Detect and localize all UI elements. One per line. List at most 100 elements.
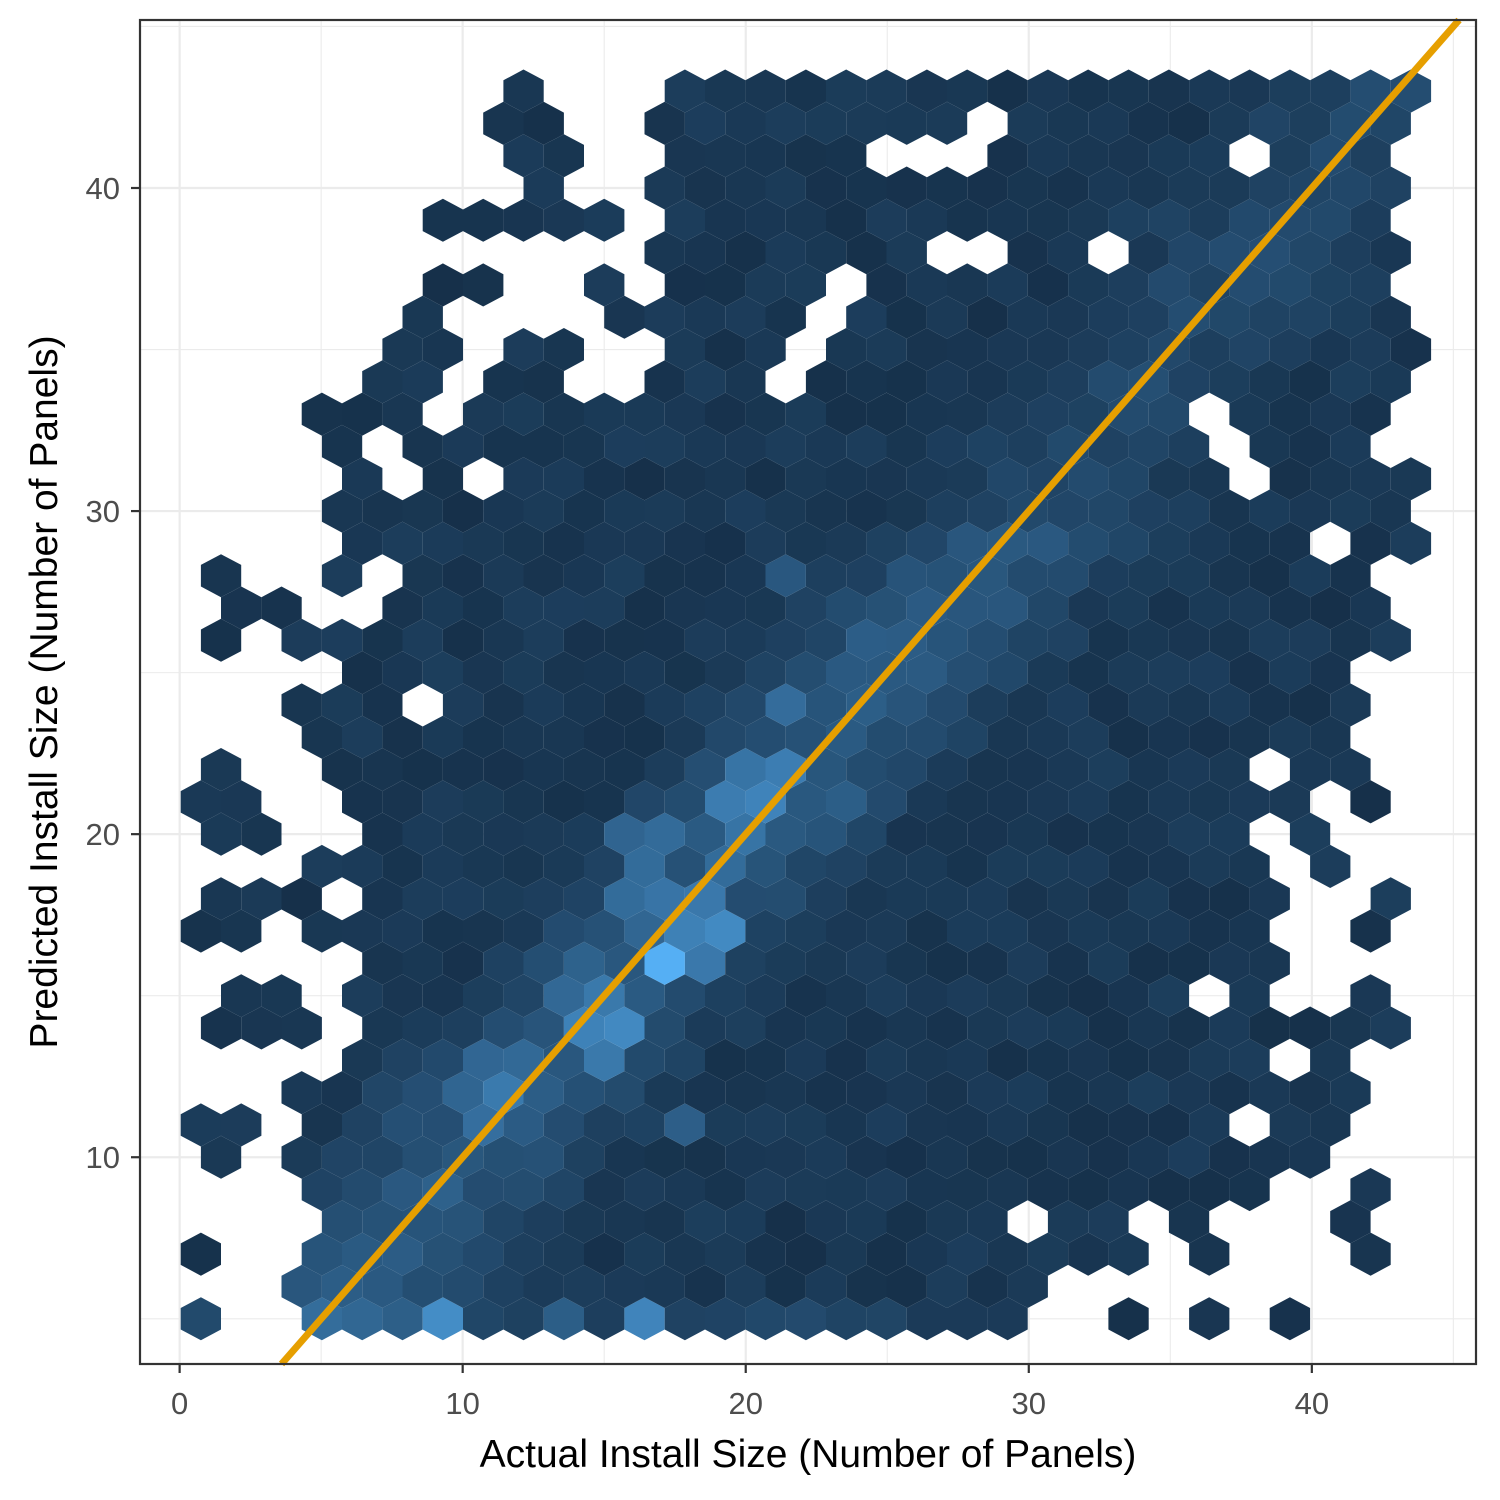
hex-bin	[644, 101, 685, 145]
hex-bin	[1229, 328, 1270, 372]
hex-bin	[926, 877, 968, 921]
hex-bin	[705, 844, 746, 888]
hex-bin	[967, 360, 1008, 404]
hex-bin	[886, 941, 927, 985]
hex-bin	[1148, 198, 1190, 242]
hex-bin	[1047, 554, 1089, 598]
hex-bin	[584, 457, 625, 501]
hex-bin	[805, 618, 847, 662]
hex-bin	[745, 328, 786, 372]
hex-bin	[584, 1297, 625, 1341]
hex-bin	[382, 1168, 423, 1212]
hex-bin	[604, 424, 645, 468]
hex-bin	[1088, 877, 1129, 921]
hex-bin	[1088, 1006, 1129, 1050]
hex-bin	[180, 1232, 221, 1276]
hex-bin	[503, 69, 544, 113]
hex-bin	[684, 941, 726, 985]
hex-bin	[1209, 101, 1250, 145]
hex-bin	[644, 683, 685, 727]
hex-bin	[1007, 877, 1048, 921]
hex-bin	[543, 198, 584, 242]
hex-bin	[624, 715, 665, 759]
hex-bin	[866, 715, 907, 759]
hex-bin	[523, 877, 564, 921]
hex-bin	[906, 1232, 947, 1276]
hex-bin	[1007, 166, 1048, 210]
hex-bin	[725, 1135, 766, 1179]
hex-bin	[684, 748, 726, 792]
hex-bin	[745, 457, 786, 501]
hex-bin	[180, 1297, 221, 1341]
hex-bin	[1168, 489, 1210, 533]
hex-bin	[1007, 554, 1048, 598]
hex-bin	[745, 1297, 786, 1341]
hex-bin	[705, 909, 746, 953]
hex-bin	[1168, 166, 1210, 210]
hex-bin	[866, 328, 907, 372]
hex-bin	[1249, 877, 1290, 921]
hex-bin	[1350, 1168, 1391, 1212]
hex-bin	[1269, 198, 1311, 242]
hex-bin	[725, 166, 766, 210]
hex-bin	[987, 1038, 1028, 1082]
hex-bin	[1128, 554, 1169, 598]
hex-bin	[745, 521, 786, 565]
hex-bin	[1047, 941, 1089, 985]
hex-bin	[725, 295, 766, 339]
hex-bin	[1350, 198, 1391, 242]
hex-bin	[947, 263, 988, 307]
hex-bin	[1229, 974, 1270, 1018]
hex-bin	[1310, 586, 1351, 630]
hex-bin	[886, 554, 927, 598]
hex-bin	[826, 134, 867, 178]
hex-bin	[1289, 618, 1331, 662]
hex-bin	[1330, 618, 1371, 662]
hex-bin	[1108, 586, 1149, 630]
hex-bin	[1350, 69, 1391, 113]
hex-bin	[604, 683, 645, 727]
hex-bin	[785, 392, 826, 436]
hex-bin	[463, 521, 504, 565]
hex-bin	[281, 683, 322, 727]
hex-bin	[906, 521, 947, 565]
hex-bin	[463, 1232, 504, 1276]
hex-bin	[584, 1232, 625, 1276]
hex-bin	[1148, 586, 1190, 630]
hex-bin	[987, 1103, 1028, 1147]
hex-bin	[1269, 263, 1311, 307]
hex-bin	[1068, 586, 1109, 630]
hex-bin	[644, 489, 685, 533]
hex-bin	[483, 877, 524, 921]
hex-bin	[826, 1038, 867, 1082]
hex-bin	[221, 780, 262, 824]
hex-bin	[866, 780, 907, 824]
hex-bin	[967, 166, 1008, 210]
hex-bin	[342, 780, 383, 824]
hex-bin	[382, 1103, 423, 1147]
hex-bin	[503, 134, 544, 178]
hex-bin	[906, 909, 947, 953]
hex-bin	[382, 974, 423, 1018]
hex-bin	[725, 231, 766, 275]
hex-bin	[442, 1200, 484, 1244]
hex-bin	[745, 134, 786, 178]
hex-bin	[846, 618, 887, 662]
hex-bin	[664, 780, 705, 824]
hex-bin	[684, 1135, 726, 1179]
hex-bin	[563, 1200, 605, 1244]
hex-bin	[947, 198, 988, 242]
hex-bin	[1088, 554, 1129, 598]
hex-bin	[926, 618, 968, 662]
hex-bin	[1209, 489, 1250, 533]
hex-bin	[765, 683, 806, 727]
hex-bin	[644, 554, 685, 598]
hex-bin	[584, 1038, 625, 1082]
hex-bin	[200, 1135, 242, 1179]
hex-bin	[200, 877, 242, 921]
hex-bin	[1047, 1071, 1089, 1115]
hex-bin	[1108, 1168, 1149, 1212]
hex-bin	[967, 748, 1008, 792]
hex-bin	[321, 1135, 363, 1179]
hex-bin	[604, 812, 645, 856]
